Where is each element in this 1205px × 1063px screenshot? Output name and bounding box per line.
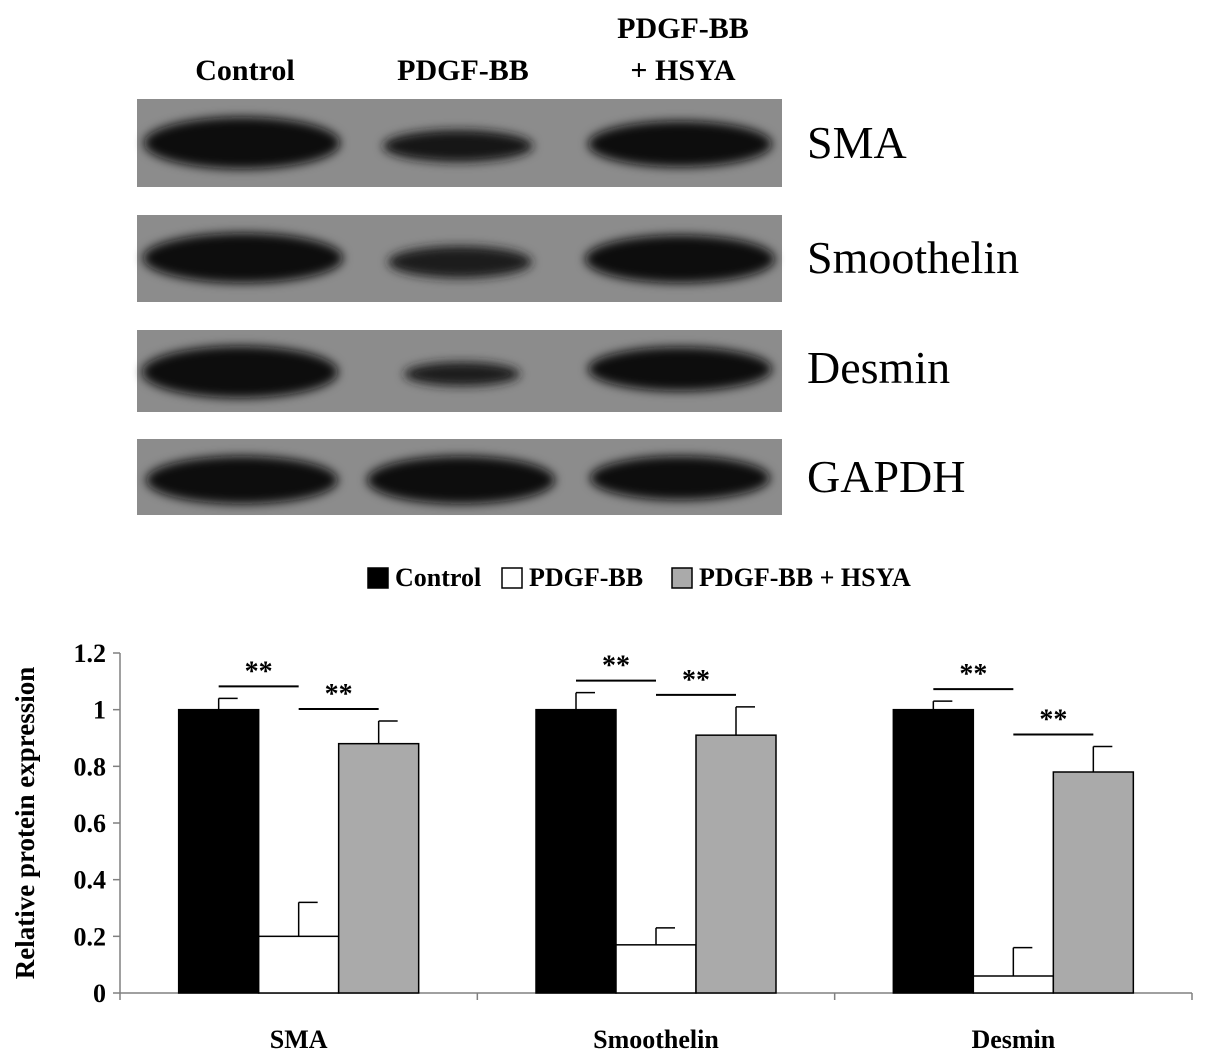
band-gapdh-control xyxy=(146,456,338,504)
x-tick-label-desmin: Desmin xyxy=(971,1025,1055,1054)
y-tick-label: 1 xyxy=(93,696,106,725)
western-blot-panel: Control PDGF-BB PDGF-BB + HSYA SMA Smoot… xyxy=(137,12,1019,515)
y-tick-label: 0.6 xyxy=(74,809,107,838)
band-gapdh-pdgf-bb xyxy=(367,456,555,504)
protein-label-sma: SMA xyxy=(807,117,907,168)
significance-marker-sma-1: ** xyxy=(245,656,273,687)
y-tick-label: 0.8 xyxy=(74,752,107,781)
significance-marker-smoothelin-2: ** xyxy=(682,665,710,696)
legend-swatch-control xyxy=(367,567,389,589)
band-smoothelin-pdgf-bb-hsya xyxy=(585,235,775,283)
bar-smoothelin-pdgf-bb xyxy=(615,944,697,994)
legend-swatch-pdgf-bb-hsya xyxy=(671,567,693,589)
bar-smoothelin-control xyxy=(535,708,617,994)
band-sma-control xyxy=(144,117,340,169)
bar-desmin-pdgf-bb-hsya xyxy=(1052,771,1135,994)
significance-marker-smoothelin-1: ** xyxy=(602,651,630,682)
band-desmin-pdgf-bb xyxy=(404,362,520,386)
legend-swatch-pdgf-bb xyxy=(501,567,523,589)
bar-smoothelin-pdgf-bb-hsya xyxy=(695,734,777,994)
lane-label-pdgf-bb-hsya-line2: + HSYA xyxy=(630,54,736,87)
significance-marker-desmin-1: ** xyxy=(959,659,987,690)
bar-sma-control xyxy=(177,708,260,994)
blot-strip-sma xyxy=(137,99,782,187)
protein-label-gapdh: GAPDH xyxy=(807,451,965,502)
lane-label-pdgf-bb-hsya-line1: PDGF-BB xyxy=(617,12,749,45)
x-tick-label-smoothelin: Smoothelin xyxy=(593,1025,719,1054)
bar-desmin-pdgf-bb xyxy=(972,975,1055,994)
y-tick-label: 1.2 xyxy=(74,639,107,668)
y-tick-label: 0.4 xyxy=(74,866,107,895)
protein-label-smoothelin: Smoothelin xyxy=(807,232,1019,283)
band-smoothelin-control xyxy=(143,233,343,283)
lane-label-control: Control xyxy=(195,54,294,87)
significance-marker-desmin-2: ** xyxy=(1039,705,1067,736)
bar-desmin-control xyxy=(892,708,975,994)
band-gapdh-pdgf-bb-hsya xyxy=(590,456,770,500)
legend-label-pdgf-bb: PDGF-BB xyxy=(529,563,643,592)
x-tick-label-sma: SMA xyxy=(270,1025,328,1054)
blot-strip-desmin xyxy=(137,330,782,412)
band-desmin-control xyxy=(142,346,338,398)
protein-label-desmin: Desmin xyxy=(807,342,950,393)
bar-sma-pdgf-bb xyxy=(257,935,340,994)
band-sma-pdgf-bb xyxy=(383,130,533,162)
band-sma-pdgf-bb-hsya xyxy=(588,121,772,167)
lane-label-pdgf-bb: PDGF-BB xyxy=(397,54,529,87)
band-smoothelin-pdgf-bb xyxy=(388,246,532,278)
legend-label-pdgf-bb-hsya: PDGF-BB + HSYA xyxy=(699,563,911,592)
blot-strip-gapdh xyxy=(137,439,782,515)
y-tick-label: 0.2 xyxy=(74,922,107,951)
legend-label-control: Control xyxy=(395,563,481,592)
significance-marker-sma-2: ** xyxy=(325,679,353,710)
blot-strip-smoothelin xyxy=(137,215,782,302)
y-axis-label: Relative protein expression xyxy=(10,667,40,979)
bar-chart: 0 0.2 0.4 0.6 0.8 1 1.2 Relative protein expres… xyxy=(10,563,1193,1054)
y-tick-label: 0 xyxy=(93,979,106,1008)
bar-sma-pdgf-bb-hsya xyxy=(337,742,420,994)
band-desmin-pdgf-bb-hsya xyxy=(588,347,772,391)
